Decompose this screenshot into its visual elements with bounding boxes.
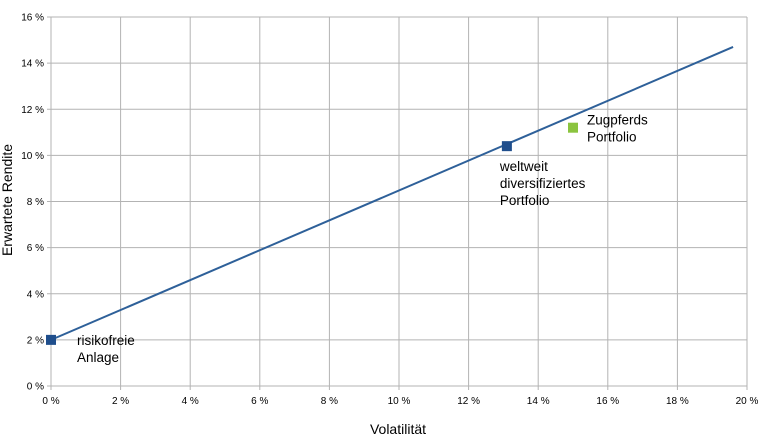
grid <box>50 16 748 387</box>
y-tick-label: 12 % <box>21 105 44 116</box>
x-tick-label: 10 % <box>388 396 411 407</box>
y-tick-label: 14 % <box>21 59 44 70</box>
x-tick-label: 16 % <box>596 396 619 407</box>
x-axis-ticks: 0 % 2 % 4 % 6 % 8 % 10 % 12 % 14 % 16 % 18 % 20 % <box>42 386 759 407</box>
data-point <box>568 122 578 133</box>
y-tick-label: 0 % <box>27 382 44 393</box>
data-points: risikofreie Anlage weltweit diversifizierte… <box>46 113 648 365</box>
x-tick-label: 14 % <box>527 396 550 407</box>
x-tick-label: 20 % <box>736 396 759 407</box>
y-tick-label: 2 % <box>27 335 44 346</box>
data-point <box>501 141 512 152</box>
capital-market-line <box>50 46 734 341</box>
x-tick-label: 2 % <box>112 396 129 407</box>
x-tick-label: 4 % <box>182 396 199 407</box>
x-tick-label: 8 % <box>321 396 338 407</box>
data-point-label: risikofreie Anlage <box>77 333 135 365</box>
x-tick-label: 0 % <box>42 396 59 407</box>
x-tick-label: 6 % <box>251 396 268 407</box>
y-tick-label: 16 % <box>21 13 44 24</box>
data-point-label: Zugpferds Portfolio <box>587 113 648 145</box>
x-axis-title: Volatilität <box>370 421 426 437</box>
data-point-label: weltweit diversifiziertes Portfolio <box>499 159 586 208</box>
x-tick-label: 18 % <box>666 396 689 407</box>
y-tick-label: 8 % <box>27 197 44 208</box>
y-tick-label: 10 % <box>21 151 44 162</box>
data-point <box>46 334 56 345</box>
y-axis-title: Erwartete Rendite <box>0 144 15 256</box>
y-tick-label: 4 % <box>27 289 44 300</box>
x-tick-label: 12 % <box>457 396 480 407</box>
y-tick-label: 6 % <box>27 243 44 254</box>
y-axis-ticks: 0 % 2 % 4 % 6 % 8 % 10 % 12 % 14 % 16 % <box>21 13 51 393</box>
series-line <box>50 46 734 341</box>
